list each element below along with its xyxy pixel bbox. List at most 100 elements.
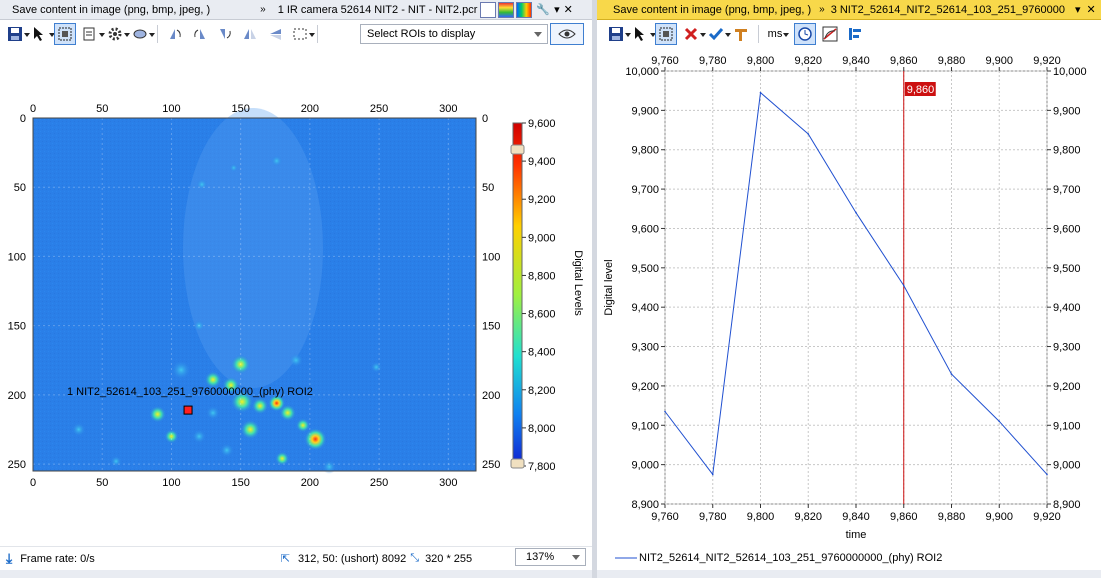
marker-icon[interactable] xyxy=(730,23,752,45)
hot-spot xyxy=(192,429,207,444)
colormap-icon[interactable] xyxy=(516,1,533,18)
toolbar-separator xyxy=(317,25,318,43)
curve-toggle-icon[interactable] xyxy=(819,23,841,45)
status-bottom-strip xyxy=(597,570,1101,578)
pin-icon[interactable]: ▾ xyxy=(1074,4,1081,16)
x-tick-label-top: 9,780 xyxy=(699,55,727,67)
chevron-down-icon xyxy=(534,32,542,37)
x-tick-label-bottom: 0 xyxy=(30,477,36,489)
y-tick-label-right: 9,700 xyxy=(1053,184,1081,196)
roi-select-tool-icon[interactable] xyxy=(54,23,76,45)
pointer-tool-icon[interactable] xyxy=(630,23,656,45)
cursor-icon: ⇱ xyxy=(280,553,290,565)
hot-spot xyxy=(289,353,304,368)
hot-spot xyxy=(295,418,310,433)
time-cursor-label: 9,860 xyxy=(907,84,935,96)
units-select[interactable]: ms xyxy=(765,23,789,45)
flip-horizontal-icon[interactable] xyxy=(239,23,261,45)
roi-display-select[interactable]: Select ROIs to display xyxy=(360,24,548,44)
eye-icon[interactable] xyxy=(550,23,584,45)
x-tick-label-top: 9,840 xyxy=(842,55,870,67)
y-tick-label-right: 0 xyxy=(482,113,488,125)
x-tick-label-top: 9,920 xyxy=(1033,55,1061,67)
x-tick-label-top: 300 xyxy=(439,103,457,115)
close-icon[interactable]: ✕ xyxy=(563,4,573,16)
hot-spot xyxy=(275,451,290,466)
plot-window-titlebar[interactable]: Save content in image (png, bmp, jpeg, )… xyxy=(597,0,1101,20)
clock-icon[interactable] xyxy=(794,23,816,45)
colorbar-upper-handle[interactable] xyxy=(510,144,525,155)
x-tick-label-bottom: 9,820 xyxy=(794,511,822,523)
x-tick-label-top: 9,760 xyxy=(651,55,679,67)
hot-spot xyxy=(229,163,238,173)
gear-icon[interactable] xyxy=(104,23,130,45)
delete-icon[interactable] xyxy=(680,23,706,45)
export-icon[interactable] xyxy=(79,23,105,45)
save-icon[interactable] xyxy=(4,23,30,45)
image-window-titlebar[interactable]: Save content in image (png, bmp, jpeg, )… xyxy=(0,0,592,20)
y-tick-label-left: 100 xyxy=(8,251,26,263)
pane-splitter[interactable] xyxy=(592,0,597,578)
hot-spot xyxy=(370,361,382,373)
download-icon[interactable]: ⤓ xyxy=(6,550,13,566)
checkmark-icon[interactable] xyxy=(705,23,731,45)
colorbar-tick-label: 8,000 xyxy=(528,423,556,435)
colorbar-lower-handle[interactable] xyxy=(510,458,525,469)
hot-spot xyxy=(268,394,286,412)
roi-select-placeholder: Select ROIs to display xyxy=(367,28,476,40)
hot-spot xyxy=(322,459,337,474)
x-tick-label-top: 9,880 xyxy=(938,55,966,67)
plot-window-title: 3 NIT2_52614_NIT2_52614_103_251_9760000 xyxy=(830,3,1065,16)
image-window-title: 1 IR camera 52614 NIT2 - NIT - NIT2.pcr xyxy=(277,3,478,16)
settings-wrench-icon[interactable]: 🔧 xyxy=(536,4,551,16)
x-tick-label-bottom: 9,840 xyxy=(842,511,870,523)
y-tick-label-right: 8,900 xyxy=(1053,499,1081,511)
pointer-tool-icon[interactable] xyxy=(29,23,55,45)
palette-icon[interactable] xyxy=(498,1,515,18)
image-window: Save content in image (png, bmp, jpeg, )… xyxy=(0,0,592,578)
legend-swatch xyxy=(615,557,637,559)
layout-icon[interactable] xyxy=(480,1,497,18)
save-content-hint: Save content in image (png, bmp, jpeg, ) xyxy=(613,3,812,16)
y-axis-label: Digital level xyxy=(603,259,615,315)
chevron-down-icon xyxy=(572,555,580,560)
time-cursor-badge xyxy=(904,82,936,96)
zoom-select[interactable]: 137% xyxy=(515,548,586,566)
rotate-left-icon[interactable] xyxy=(164,23,186,45)
x-tick-label-bottom: 9,760 xyxy=(651,511,679,523)
x-tick-label-bottom: 9,900 xyxy=(985,511,1013,523)
shape-tool-icon[interactable] xyxy=(129,23,155,45)
selection-area-icon[interactable] xyxy=(289,23,315,45)
image-toolbar xyxy=(0,21,592,47)
x-axis-label: time xyxy=(846,529,867,541)
tab-overflow-chevron-icon[interactable]: » xyxy=(260,4,266,15)
image-statusbar: ⤓ Frame rate: 0/s ⇱ 312, 50: (ushort) 80… xyxy=(0,546,592,570)
rotate-180-icon[interactable] xyxy=(214,23,236,45)
resize-icon: ⤡ xyxy=(410,552,420,564)
x-tick-label-top: 100 xyxy=(162,103,180,115)
roi-marker[interactable] xyxy=(183,405,193,415)
save-icon[interactable] xyxy=(605,23,631,45)
colorbar-tick-label: 7,800 xyxy=(528,461,556,473)
x-tick-label-bottom: 100 xyxy=(162,477,180,489)
rotate-right-icon[interactable] xyxy=(189,23,211,45)
plot-window: Save content in image (png, bmp, jpeg, )… xyxy=(597,0,1101,578)
x-tick-label-bottom: 250 xyxy=(370,477,388,489)
y-tick-label-left: 50 xyxy=(14,182,26,194)
close-icon[interactable]: ✕ xyxy=(1086,4,1096,16)
toolbar-separator xyxy=(758,25,759,43)
series-point xyxy=(1046,473,1048,476)
flip-vertical-icon[interactable] xyxy=(264,23,286,45)
legend-layout-icon[interactable] xyxy=(844,23,866,45)
pin-icon[interactable]: ▾ xyxy=(554,4,560,16)
roi-select-tool-icon[interactable] xyxy=(655,23,677,45)
tab-overflow-chevron-icon[interactable]: » xyxy=(819,4,825,15)
series-point xyxy=(902,284,905,287)
series-point xyxy=(664,410,666,413)
y-tick-label-left: 250 xyxy=(8,459,26,471)
x-tick-label-bottom: 9,880 xyxy=(938,511,966,523)
y-tick-label-left: 9,900 xyxy=(631,105,659,117)
line-plot[interactable]: 9,760 9,760 9,780 9,780 9,800 9,800 9,820 9,820… xyxy=(597,47,1101,547)
series-point xyxy=(711,473,714,476)
